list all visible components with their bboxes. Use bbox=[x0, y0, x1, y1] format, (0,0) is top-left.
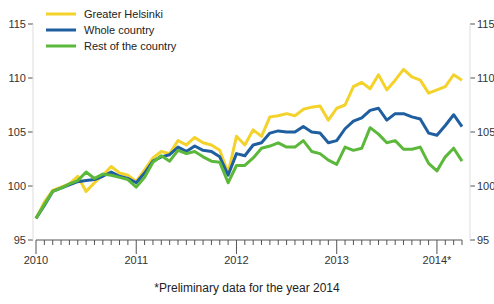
y-axis-left bbox=[33, 24, 34, 240]
plot-lines bbox=[36, 69, 462, 218]
x-tick bbox=[102, 240, 103, 245]
x-tick bbox=[86, 240, 87, 245]
y-tick-label: 115 bbox=[477, 18, 494, 30]
y-tick bbox=[28, 78, 33, 79]
x-tick bbox=[386, 240, 387, 245]
legend-label: Rest of the country bbox=[84, 40, 177, 52]
x-major-tick bbox=[36, 240, 37, 254]
series-line bbox=[36, 69, 462, 218]
x-tick bbox=[178, 240, 179, 245]
legend-swatch bbox=[46, 13, 76, 16]
x-tick bbox=[328, 240, 329, 245]
x-major-tick bbox=[136, 240, 137, 254]
x-tick bbox=[127, 240, 128, 245]
x-tick bbox=[395, 240, 396, 245]
series-line bbox=[36, 108, 462, 218]
x-tick bbox=[186, 240, 187, 245]
y-tick-label: 95 bbox=[477, 234, 489, 246]
x-axis bbox=[36, 240, 462, 241]
x-tick bbox=[353, 240, 354, 245]
x-tick bbox=[453, 240, 454, 245]
x-tick bbox=[286, 240, 287, 245]
footnote: *Preliminary data for the year 2014 bbox=[154, 281, 340, 295]
x-tick bbox=[345, 240, 346, 245]
x-tick bbox=[77, 240, 78, 245]
chart: 95 95 100 100 105 105 110 110 115 115 2010 2011 2012… bbox=[0, 0, 494, 304]
x-tick bbox=[161, 240, 162, 245]
x-tick bbox=[119, 240, 120, 245]
y-tick-label: 110 bbox=[8, 72, 26, 84]
y-tick bbox=[470, 132, 475, 133]
x-tick bbox=[303, 240, 304, 245]
y-tick-label: 105 bbox=[8, 126, 26, 138]
x-tick bbox=[445, 240, 446, 245]
x-tick bbox=[94, 240, 95, 245]
x-tick bbox=[462, 240, 463, 245]
y-tick bbox=[470, 240, 475, 241]
y-tick bbox=[470, 24, 475, 25]
x-tick bbox=[311, 240, 312, 245]
series-line bbox=[36, 128, 462, 219]
legend-swatch bbox=[46, 45, 76, 48]
y-tick bbox=[28, 186, 33, 187]
x-tick bbox=[320, 240, 321, 245]
y-tick bbox=[28, 132, 33, 133]
x-tick bbox=[403, 240, 404, 245]
x-tick bbox=[152, 240, 153, 245]
y-tick-label: 105 bbox=[477, 126, 494, 138]
x-tick bbox=[44, 240, 45, 245]
y-tick-label: 110 bbox=[477, 72, 494, 84]
x-major-tick bbox=[436, 240, 437, 254]
y-tick-label: 100 bbox=[8, 180, 26, 192]
x-tick bbox=[378, 240, 379, 245]
legend-swatch bbox=[46, 29, 76, 32]
x-tick bbox=[211, 240, 212, 245]
x-tick bbox=[228, 240, 229, 245]
y-axis-right bbox=[470, 24, 471, 240]
x-tick bbox=[253, 240, 254, 245]
x-major-tick bbox=[236, 240, 237, 254]
x-tick-label: 2010 bbox=[24, 254, 48, 266]
y-tick bbox=[28, 240, 33, 241]
x-tick bbox=[52, 240, 53, 245]
x-tick bbox=[111, 240, 112, 245]
y-tick-label: 100 bbox=[477, 180, 494, 192]
x-tick bbox=[144, 240, 145, 245]
x-tick bbox=[361, 240, 362, 245]
x-tick bbox=[269, 240, 270, 245]
legend-label: Whole country bbox=[84, 24, 155, 36]
y-tick bbox=[28, 24, 33, 25]
y-tick-label: 95 bbox=[14, 234, 26, 246]
x-tick bbox=[370, 240, 371, 245]
x-tick bbox=[428, 240, 429, 245]
x-tick bbox=[61, 240, 62, 245]
x-tick bbox=[411, 240, 412, 245]
x-tick-label: 2013 bbox=[324, 254, 348, 266]
x-tick bbox=[278, 240, 279, 245]
y-tick bbox=[470, 186, 475, 187]
y-tick-label: 115 bbox=[8, 18, 26, 30]
legend-label: Greater Helsinki bbox=[84, 8, 163, 20]
x-major-tick bbox=[336, 240, 337, 254]
x-tick-label: 2012 bbox=[224, 254, 248, 266]
x-tick bbox=[169, 240, 170, 245]
x-tick bbox=[261, 240, 262, 245]
x-tick-label: 2014* bbox=[423, 254, 452, 266]
x-tick bbox=[294, 240, 295, 245]
x-tick bbox=[420, 240, 421, 245]
x-tick bbox=[203, 240, 204, 245]
x-tick-label: 2011 bbox=[124, 254, 148, 266]
x-tick bbox=[69, 240, 70, 245]
x-tick bbox=[244, 240, 245, 245]
x-tick bbox=[219, 240, 220, 245]
x-tick bbox=[194, 240, 195, 245]
y-tick bbox=[470, 78, 475, 79]
